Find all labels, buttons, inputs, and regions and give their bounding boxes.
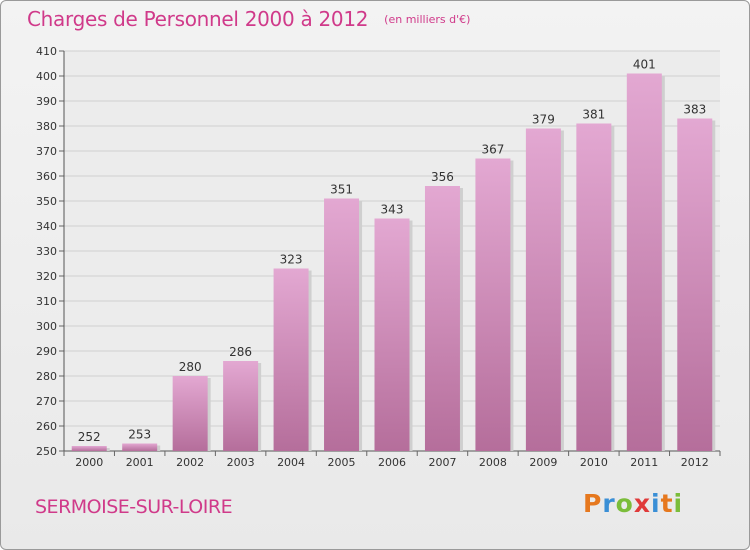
data-label: 286 bbox=[229, 345, 252, 359]
y-tick-label: 280 bbox=[36, 370, 57, 383]
data-label: 323 bbox=[280, 253, 303, 267]
logo-letter: x bbox=[633, 489, 651, 518]
y-tick-label: 270 bbox=[36, 395, 57, 408]
y-tick-label: 390 bbox=[36, 95, 57, 108]
bar bbox=[626, 73, 662, 451]
y-tick-label: 320 bbox=[36, 270, 57, 283]
bar bbox=[525, 128, 561, 451]
bar bbox=[576, 123, 612, 451]
data-label: 351 bbox=[330, 183, 353, 197]
bar bbox=[324, 198, 360, 451]
bar bbox=[677, 118, 713, 451]
x-tick-label: 2000 bbox=[75, 456, 103, 469]
proxiti-logo[interactable]: Proxiti bbox=[583, 489, 683, 518]
x-tick-label: 2003 bbox=[227, 456, 255, 469]
bar bbox=[71, 446, 107, 451]
bar bbox=[223, 361, 259, 451]
x-tick-label: 2010 bbox=[580, 456, 608, 469]
data-label: 379 bbox=[532, 113, 555, 127]
y-tick-label: 370 bbox=[36, 145, 57, 158]
x-tick-label: 2004 bbox=[277, 456, 305, 469]
data-label: 381 bbox=[582, 108, 605, 122]
data-label: 401 bbox=[633, 58, 656, 72]
x-tick-label: 2001 bbox=[126, 456, 154, 469]
bar bbox=[122, 443, 158, 451]
x-tick-label: 2008 bbox=[479, 456, 507, 469]
chart-title-row: Charges de Personnel 2000 à 2012 (en mill… bbox=[27, 7, 470, 31]
chart-title: Charges de Personnel 2000 à 2012 bbox=[27, 7, 369, 31]
logo-letter: i bbox=[651, 489, 661, 518]
x-tick-label: 2011 bbox=[630, 456, 658, 469]
x-tick-label: 2007 bbox=[428, 456, 456, 469]
y-tick-label: 260 bbox=[36, 420, 57, 433]
logo-letter: t bbox=[660, 489, 674, 518]
data-label: 356 bbox=[431, 170, 454, 184]
y-tick-label: 350 bbox=[36, 195, 57, 208]
data-label: 383 bbox=[683, 103, 706, 117]
x-tick-label: 2012 bbox=[681, 456, 709, 469]
data-label: 343 bbox=[381, 203, 404, 217]
logo-letter: r bbox=[602, 489, 616, 518]
x-tick-label: 2009 bbox=[529, 456, 557, 469]
y-tick-label: 340 bbox=[36, 220, 57, 233]
y-tick-label: 400 bbox=[36, 70, 57, 83]
bar bbox=[424, 186, 460, 451]
data-label: 367 bbox=[481, 143, 504, 157]
y-tick-label: 360 bbox=[36, 170, 57, 183]
data-label: 252 bbox=[78, 430, 101, 444]
logo-letter: P bbox=[583, 489, 603, 518]
logo-letter: o bbox=[615, 489, 634, 518]
commune-name: SERMOISE-SUR-LOIRE bbox=[35, 496, 233, 518]
logo-letter: i bbox=[673, 489, 684, 518]
x-tick-label: 2002 bbox=[176, 456, 204, 469]
data-label: 253 bbox=[128, 428, 151, 442]
data-label: 280 bbox=[179, 360, 202, 374]
chart-unit: (en milliers d'€) bbox=[384, 13, 471, 26]
y-tick-label: 300 bbox=[36, 320, 57, 333]
y-tick-label: 250 bbox=[36, 445, 57, 458]
bar bbox=[172, 376, 208, 451]
x-tick-label: 2005 bbox=[328, 456, 356, 469]
bar bbox=[475, 158, 511, 451]
x-tick-label: 2006 bbox=[378, 456, 406, 469]
y-tick-label: 310 bbox=[36, 295, 57, 308]
y-tick-label: 290 bbox=[36, 345, 57, 358]
y-tick-label: 380 bbox=[36, 120, 57, 133]
bar bbox=[273, 268, 309, 451]
bar bbox=[374, 218, 410, 451]
y-tick-label: 410 bbox=[36, 45, 57, 58]
y-tick-label: 330 bbox=[36, 245, 57, 258]
